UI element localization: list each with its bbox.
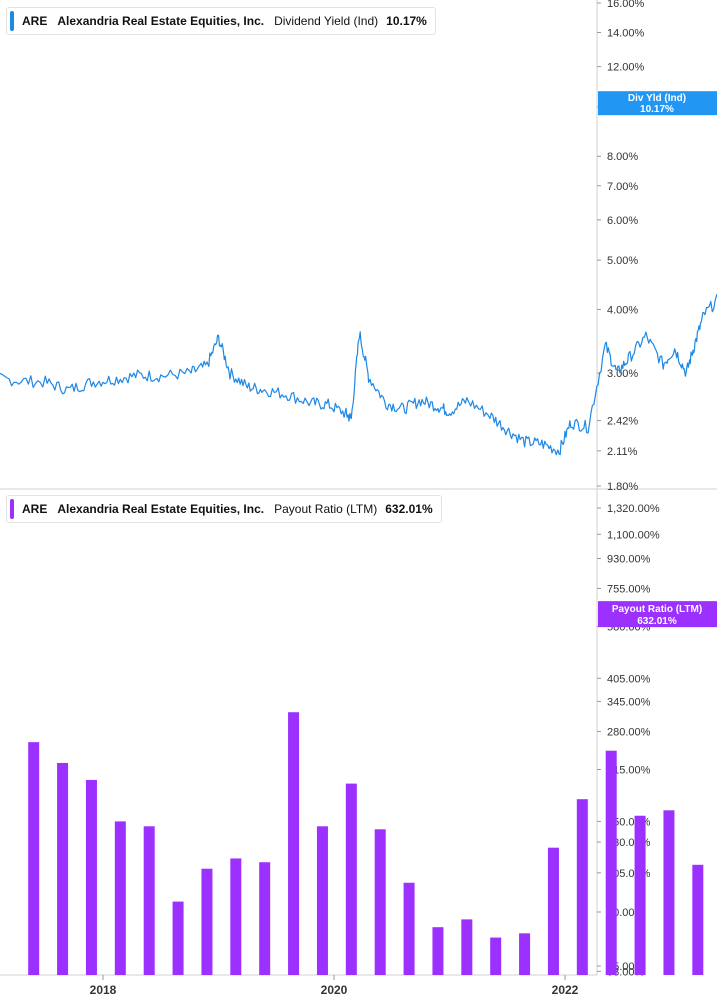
payout-ratio-bar [403, 882, 415, 975]
payout-ratio-bar [519, 933, 531, 975]
payout-ratio-bar [374, 829, 386, 975]
payout-ratio-value-tag [598, 601, 717, 628]
bottom-legend-color-swatch [10, 499, 14, 519]
y-tick-label-top: 14.00% [607, 28, 645, 40]
payout-ratio-bar [605, 750, 617, 975]
payout-ratio-bar [432, 927, 444, 975]
payout-ratio-bar [288, 712, 300, 975]
y-tick-label-top: 8.00% [607, 151, 638, 163]
top-legend-metric: Dividend Yield (Ind) [274, 14, 379, 28]
top-legend-ticker: ARE [22, 14, 48, 28]
payout-ratio-bar [490, 937, 502, 975]
payout-ratio-bar [663, 810, 675, 975]
y-tick-label-bottom: 280.00% [607, 726, 651, 738]
y-tick-label-bottom: 1,100.00% [607, 529, 660, 541]
payout-ratio-bar [57, 762, 69, 975]
y-tick-label-top: 4.00% [607, 304, 638, 316]
y-tick-label-bottom: 405.00% [607, 673, 651, 685]
y-tick-label-top: 5.00% [607, 255, 638, 267]
y-tick-label-top: 16.00% [607, 0, 645, 10]
bottom-legend-metric: Payout Ratio (LTM) [274, 502, 378, 516]
payout-ratio-bar [345, 783, 357, 975]
payout-ratio-bar [316, 826, 328, 975]
payout-ratio-tag-value: 632.01% [637, 616, 677, 627]
y-tick-label-bottom: 1,320.00% [607, 503, 660, 515]
bottom-legend-ticker: ARE [22, 502, 48, 516]
payout-ratio-bar [547, 847, 559, 975]
y-tick-label-top: 7.00% [607, 181, 638, 193]
y-tick-label-top: 2.11% [607, 446, 638, 458]
bottom-legend[interactable]: ARE Alexandria Real Estate Equities, Inc… [6, 495, 442, 523]
top-legend-color-swatch [10, 11, 14, 31]
div-yld-tag-value: 10.17% [640, 104, 674, 115]
payout-ratio-bar [143, 826, 155, 975]
y-tick-label-bottom: 755.00% [607, 584, 651, 596]
payout-ratio-bar [114, 821, 126, 975]
top-legend-company: Alexandria Real Estate Equities, Inc. [57, 14, 265, 28]
y-tick-label-top: 3.00% [607, 368, 638, 380]
x-tick-label: 2022 [552, 983, 579, 997]
payout-ratio-bar [28, 742, 40, 975]
x-tick-label: 2020 [321, 983, 348, 997]
y-tick-label-bottom: 345.00% [607, 696, 651, 708]
payout-ratio-tag-label: Payout Ratio (LTM) [612, 604, 702, 615]
payout-ratio-bar [634, 815, 646, 975]
y-tick-label-top: 12.00% [607, 62, 645, 74]
payout-ratio-bar [172, 901, 184, 975]
top-legend[interactable]: ARE Alexandria Real Estate Equities, Inc… [6, 7, 436, 35]
top-legend-value: 10.17% [386, 14, 427, 28]
div-yld-value-tag [598, 91, 717, 116]
payout-ratio-bar [576, 799, 588, 975]
payout-ratio-bar [230, 858, 242, 975]
y-tick-label-bottom: 215.00% [607, 765, 651, 777]
bottom-legend-value: 632.01% [385, 502, 433, 516]
bottom-legend-company: Alexandria Real Estate Equities, Inc. [57, 502, 265, 516]
payout-ratio-bar [85, 779, 97, 975]
y-tick-label-top: 1.80% [607, 481, 638, 493]
div-yld-tag-label: Div Yld (Ind) [628, 93, 686, 104]
x-tick-label: 2018 [90, 983, 117, 997]
y-tick-label-bottom: 930.00% [607, 553, 651, 565]
dividend-yield-line [0, 293, 717, 456]
payout-ratio-bar [692, 864, 704, 975]
y-tick-label-top: 6.00% [607, 215, 638, 227]
y-tick-label-top: 2.42% [607, 416, 638, 428]
payout-ratio-bar [259, 862, 271, 975]
payout-ratio-bar [201, 868, 213, 975]
payout-ratio-bar [461, 919, 473, 975]
